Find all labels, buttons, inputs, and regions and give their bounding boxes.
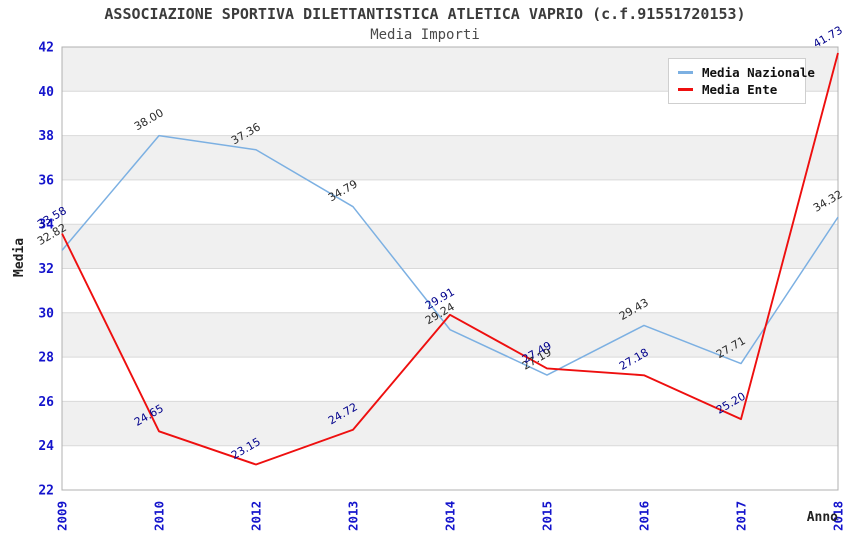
x-tick-label: 2010 xyxy=(152,501,167,531)
legend-label-media-nazionale: Media Nazionale xyxy=(702,65,815,80)
chart-title: ASSOCIAZIONE SPORTIVA DILETTANTISTICA AT… xyxy=(104,5,746,23)
x-tick-label: 2016 xyxy=(637,501,652,531)
series-line-media-ente xyxy=(61,52,839,466)
y-tick-label: 38 xyxy=(38,129,54,144)
y-tick-label: 26 xyxy=(38,395,54,410)
data-point-label: 34.32 xyxy=(811,188,845,215)
plot-band xyxy=(62,401,838,446)
x-tick-label: 2015 xyxy=(540,501,555,531)
y-tick-label: 40 xyxy=(38,85,54,100)
y-tick-label: 24 xyxy=(38,439,54,454)
plot-band xyxy=(62,224,838,269)
y-tick-label: 42 xyxy=(38,41,54,56)
y-tick-label: 34 xyxy=(38,218,54,233)
x-tick-label: 2009 xyxy=(55,501,70,531)
legend-item-media-nazionale[interactable]: Media Nazionale xyxy=(678,64,815,81)
x-axis-title: Anno xyxy=(806,510,838,525)
legend-item-media-ente[interactable]: Media Ente xyxy=(678,81,805,98)
x-tick-label: 2013 xyxy=(346,501,361,531)
x-tick-label: 2017 xyxy=(734,501,749,531)
y-tick-label: 28 xyxy=(38,351,54,366)
legend: Media Nazionale Media Ente xyxy=(668,58,815,104)
plot-border xyxy=(61,46,839,491)
legend-line-swatch-ente-icon xyxy=(678,88,693,91)
y-axis-title: Media xyxy=(12,237,27,277)
legend-line-swatch-nazionale-icon xyxy=(678,71,693,74)
y-tick-label: 36 xyxy=(38,173,54,188)
x-tick-label: 2012 xyxy=(249,501,264,531)
x-tick-label: 2014 xyxy=(443,501,458,531)
plot-band xyxy=(62,312,838,358)
y-tick-label: 32 xyxy=(38,262,54,277)
chart-subtitle: Media Importi xyxy=(370,27,480,43)
series-line-media-nazionale xyxy=(61,134,839,376)
data-point-label: 38.00 xyxy=(132,106,166,133)
x-tick-label: 2018 xyxy=(831,501,846,531)
y-tick-label: 22 xyxy=(38,484,54,499)
y-tick-label: 30 xyxy=(38,306,54,321)
legend-label-media-ente: Media Ente xyxy=(702,82,778,97)
plot-band xyxy=(62,135,838,180)
